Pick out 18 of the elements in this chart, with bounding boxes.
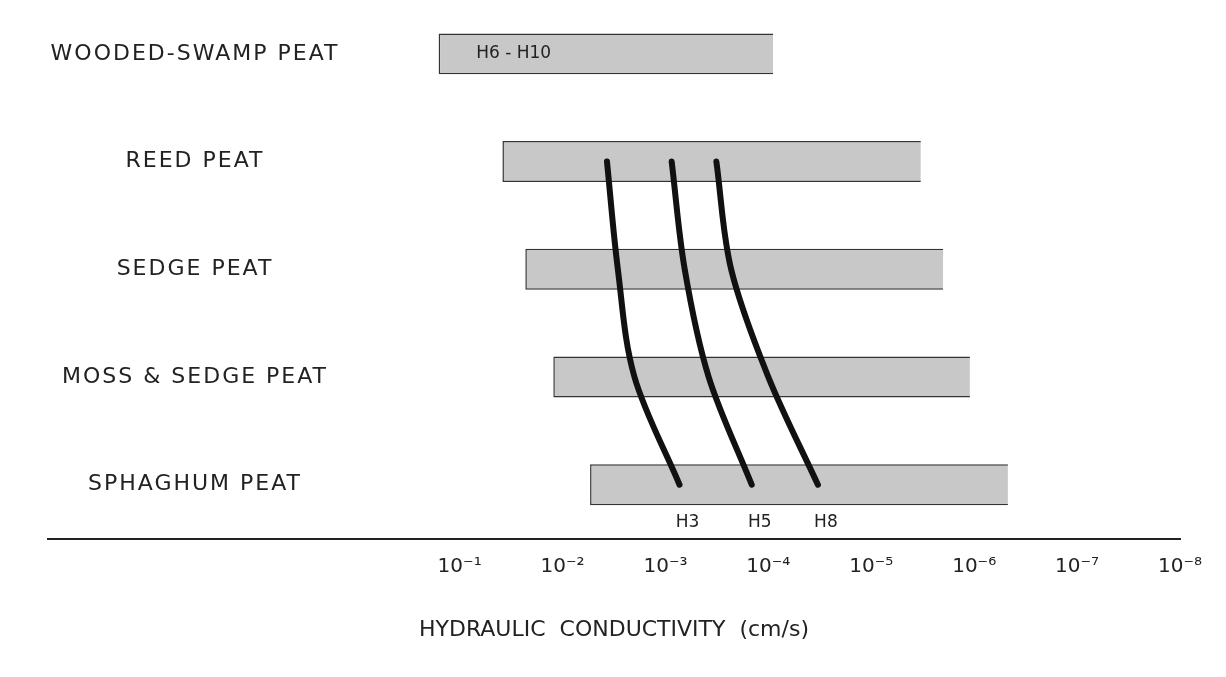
x-tick-label: 10⁻⁸ [1157, 552, 1203, 577]
series-label: H3 [675, 511, 700, 532]
x-tick-label: 10⁻³ [643, 552, 688, 577]
x-tick-label: 10⁻¹ [437, 552, 482, 577]
series-label: H5 [747, 511, 772, 532]
x-tick-label: 10⁻⁷ [1055, 552, 1100, 577]
annotation: H6 - H10 [476, 42, 552, 63]
x-tick-label: 10⁻² [540, 552, 585, 577]
y-tick-label: MOSS & SEDGE PEAT [61, 362, 329, 388]
x-tick-label: 10⁻⁴ [746, 552, 791, 577]
series-label: H8 [814, 511, 838, 532]
y-tick-label: REED PEAT [125, 147, 265, 173]
x-tick-label: 10⁻⁵ [849, 552, 894, 577]
x-axis-title: HYDRAULIC CONDUCTIVITY (cm/s) [419, 615, 809, 641]
y-tick-label: WOODED-SWAMP PEAT [50, 39, 340, 65]
x-tick-label: 10⁻⁶ [952, 552, 997, 577]
y-tick-label: SEDGE PEAT [116, 255, 274, 281]
y-tick-label: SPHAGHUM PEAT [87, 470, 303, 496]
